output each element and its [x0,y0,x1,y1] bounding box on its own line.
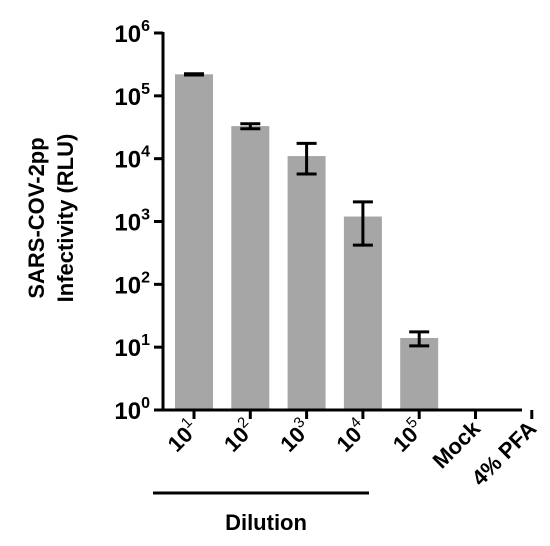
y-axis-title-line2: Infectivity (RLU) [53,134,78,303]
bar [400,337,439,410]
error-bar [352,200,373,247]
y-tick-label: 102 [114,269,150,299]
y-tick-label: 103 [114,207,150,237]
x-tick-label: 104 [329,414,372,457]
y-ticks: 100 101 102 103 104 105 106 [114,18,163,425]
group-label: Dilution [225,510,307,535]
error-bars [184,72,430,348]
group-bracket: Dilution [153,491,369,535]
x-tick-label: 105 [386,414,429,457]
error-bar [409,330,430,348]
y-tick-label: 100 [114,395,150,425]
bar [287,156,326,410]
bar [343,216,382,410]
bar [175,74,213,410]
y-axis-title-line1: SARS-COV-2pp [24,137,49,298]
bars [175,74,439,411]
y-tick-label: 101 [114,332,150,362]
error-bar [240,122,261,131]
x-tick-label: 103 [273,414,316,457]
error-bar [296,141,317,176]
y-tick-label: 105 [114,81,150,111]
y-tick-label: 106 [114,18,150,48]
error-bar [184,72,204,77]
y-axis-title: SARS-COV-2pp Infectivity (RLU) [24,134,78,303]
bar [231,126,270,411]
y-tick-label: 104 [114,144,150,174]
x-tick-label: 101 [161,414,204,457]
x-tick-label: 102 [217,414,260,457]
